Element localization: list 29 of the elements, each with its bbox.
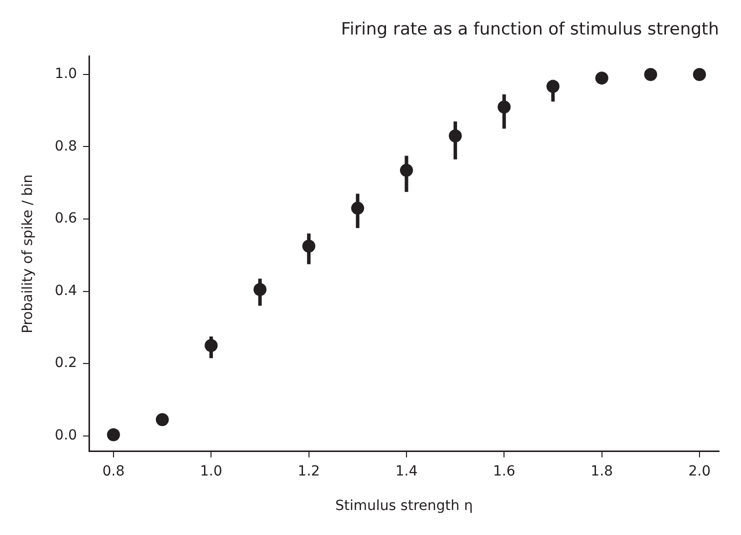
- point: [498, 100, 511, 114]
- x-tick-label: 1.6: [493, 463, 516, 480]
- point: [106, 428, 120, 442]
- x-axis-title: Stimulus strength η: [335, 498, 473, 514]
- x-tick-label: 0.8: [102, 463, 125, 480]
- y-tick-label: 0.2: [54, 355, 78, 372]
- y-tick-label: 0.4: [54, 282, 78, 299]
- point: [644, 68, 658, 81]
- point: [692, 68, 706, 81]
- point: [302, 240, 316, 253]
- chart-title: Firing rate as a function of stimulus strength: [341, 20, 719, 40]
- x-tick-label: 1.0: [200, 463, 222, 480]
- point: [546, 80, 560, 93]
- point: [156, 413, 169, 426]
- y-tick-label: 0.0: [54, 428, 78, 444]
- x-tick-label: 1.8: [590, 463, 613, 480]
- y-axis-title: Probaility of spike / bin: [20, 174, 36, 334]
- x-tick-label: 1.4: [395, 463, 418, 480]
- point: [204, 339, 218, 352]
- x-tick-label: 2.0: [688, 463, 711, 480]
- point: [400, 164, 413, 177]
- x-tick-label: 1.2: [298, 463, 320, 480]
- y-tick-label: 0.8: [54, 138, 78, 154]
- point: [448, 129, 462, 142]
- y-tick-label: 1.0: [54, 66, 78, 82]
- y-tick-label: 0.6: [54, 210, 78, 227]
- point: [595, 72, 608, 85]
- point: [253, 282, 266, 296]
- point: [351, 202, 364, 215]
